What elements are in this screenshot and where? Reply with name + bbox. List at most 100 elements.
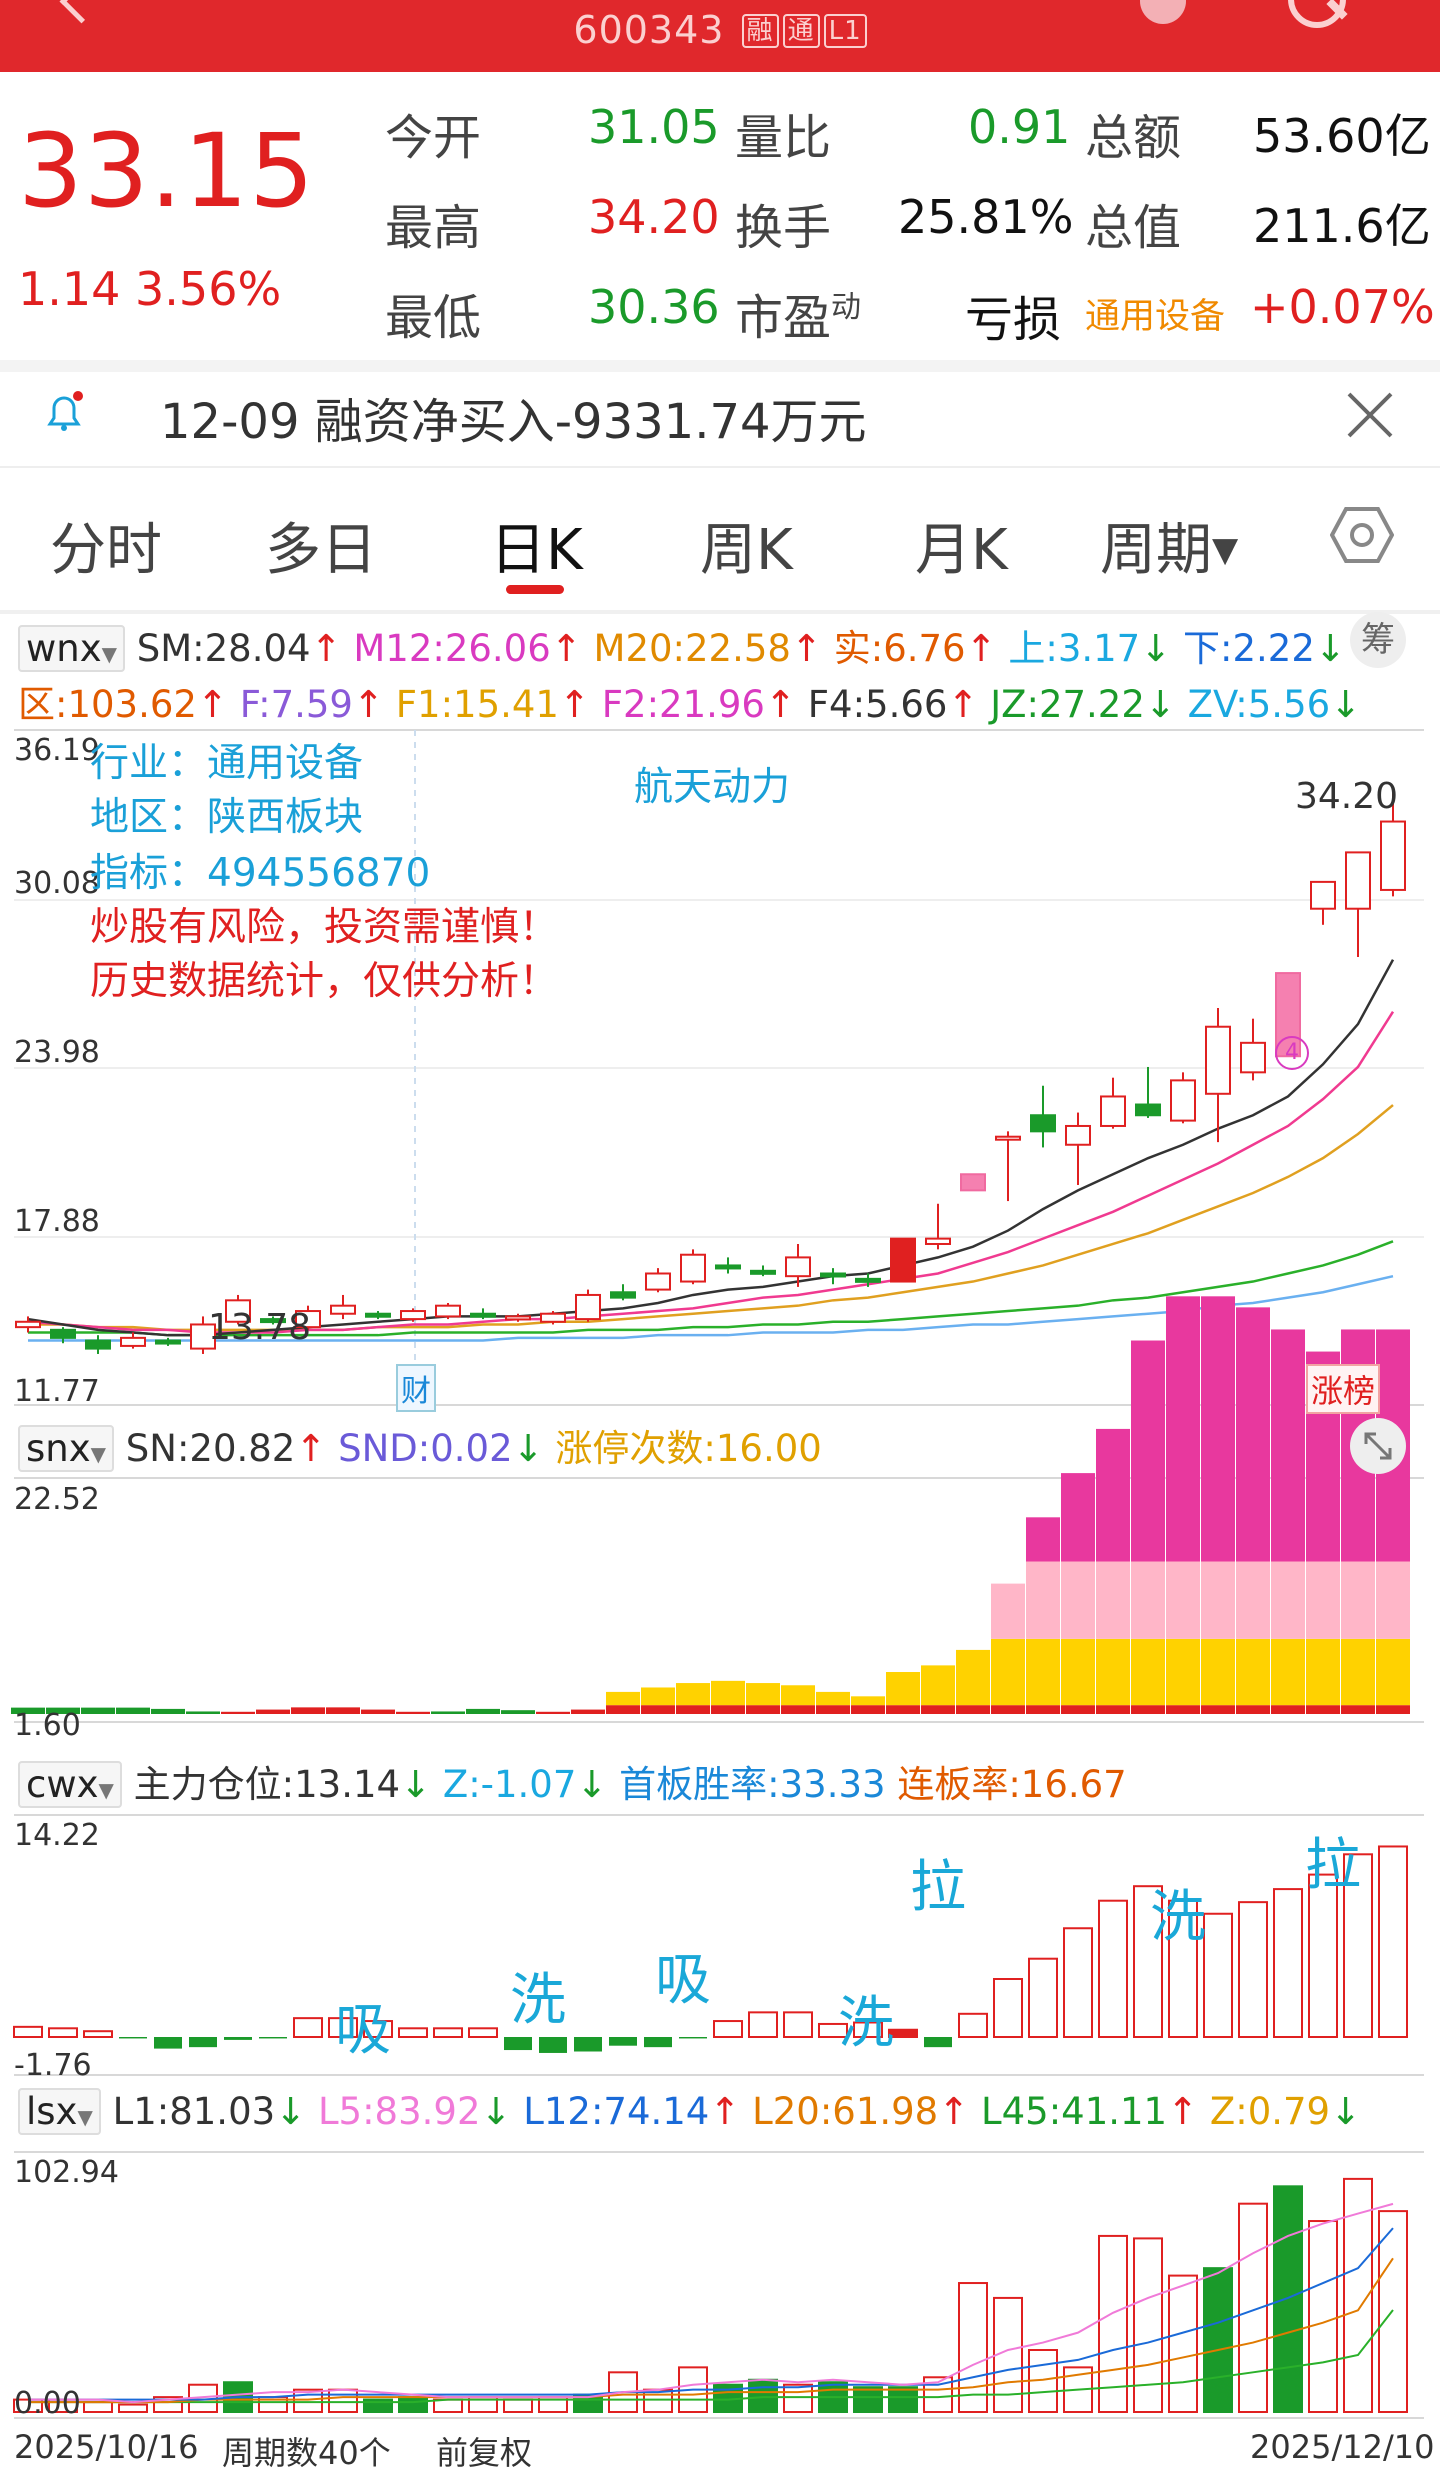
snx-bar-segment [1201,1705,1235,1714]
snx-bar-segment [1271,1329,1305,1562]
low-price-label: 13.78 [208,1307,312,1348]
cwx-bar [1028,1957,1058,2038]
up-arrow-icon: ↑ [947,683,979,726]
snx-bar [466,1708,500,1714]
snx-bar-segment [1096,1561,1130,1639]
lsx-bar [888,2386,918,2413]
lsx-indicator-selector[interactable]: lsx▼ [18,2088,101,2135]
candle-body [610,1291,636,1299]
margin-notice[interactable]: 12-09 融资净买入-9331.74万元 [160,394,867,450]
high-price-label: 34.20 [1295,776,1399,817]
snx-bar-segment [571,1709,605,1714]
event-marker-circle[interactable]: 4 [1275,1036,1309,1070]
level-tag: L1 [823,14,867,48]
tab-daily-k[interactable]: 日K [490,518,583,583]
snx-bar-segment [711,1680,745,1706]
caret-down-icon: ▼ [1212,530,1239,570]
tab-monthly-k[interactable]: 月K [915,518,1008,583]
candle-body [470,1312,496,1318]
snx-bar-segment [291,1707,325,1714]
down-arrow-icon: ↓ [1314,627,1346,670]
cwx-bar [363,2020,393,2039]
cwx-bar [888,2028,918,2038]
high-value: 34.20 [588,190,720,244]
snx-bar-segment [1026,1561,1060,1639]
snx-bar-segment [781,1685,815,1706]
cwx-word-xi: 吸 [335,1998,391,2063]
expand-icon[interactable] [1350,1418,1406,1474]
tab-period[interactable]: 周期▼ [1100,518,1239,583]
lsx-bar [783,2383,813,2413]
adjustment-mode[interactable]: 前复权 [436,2434,533,2472]
snx-bar-segment [816,1691,850,1706]
bell-icon [40,388,88,434]
lsx-bar [328,2388,358,2413]
up-arrow-icon: ↑ [1167,2090,1199,2133]
chip-button[interactable]: 筹 [1350,612,1406,668]
cwx-bar [154,2037,182,2049]
tab-multi-day[interactable]: 多日 [265,518,377,583]
limit-up-marker[interactable]: 涨榜 [1306,1364,1381,1414]
snx-bar-segment [1236,1561,1270,1639]
snx-bar-segment [991,1638,1025,1706]
snx-bar-segment [641,1687,675,1706]
axis-label: 14.22 [14,1818,100,1853]
cwx-bar [1203,1912,1233,2038]
turnover-amount-value: 53.60亿 [1253,109,1431,163]
tab-weekly-k[interactable]: 周K [700,518,793,583]
up-arrow-icon: ↑ [196,683,228,726]
indicator-label: 指标：494556870 [90,851,431,896]
cwx-bar [1273,1888,1303,2038]
snx-bar-segment [1341,1561,1375,1639]
f4-value: F4:5.66 [807,683,948,726]
main-position-value: 主力仓位:13.14 [133,1763,401,1806]
snx-indicator-header: snx▼ SN:20.82↑ SND:0.02↓ 涨停次数:16.00 [18,1418,822,1472]
snx-bar-segment [1306,1705,1340,1714]
settings-icon[interactable] [1330,503,1394,567]
stock-name: 航天动力 [634,765,791,810]
candle-body [890,1237,916,1283]
down-arrow-icon: ↓ [1144,683,1176,726]
lsx-bar [1098,2234,1128,2413]
candle-body [855,1277,881,1283]
connect-tag: 通 [782,14,820,48]
cwx-indicator-selector[interactable]: cwx▼ [18,1761,122,1808]
tab-intraday[interactable]: 分时 [50,518,162,583]
axis-label: 30.08 [14,866,100,901]
lsx-bar [1168,2274,1198,2414]
qu-value: 区:103.62 [18,683,197,726]
financial-report-marker[interactable]: 财 [396,1364,436,1412]
f2-value: F2:21.96 [601,683,765,726]
snx-indicator-selector[interactable]: snx▼ [18,1425,115,1472]
snx-bar-segment [1061,1705,1095,1714]
snx-bar-segment [256,1709,290,1714]
snx-bar-segment [1376,1705,1410,1714]
cwx-bar [1063,1927,1093,2038]
lsx-bar [748,2378,778,2414]
snx-bar-segment [641,1705,675,1714]
snx-bar-segment [1061,1638,1095,1706]
main-indicator-selector[interactable]: wnx▼ [18,625,125,672]
cwx-bar [818,2022,848,2038]
sector-name[interactable]: 通用设备 [1085,297,1226,337]
section-divider [0,360,1440,372]
snx-bar-segment [1096,1428,1130,1562]
lsx-bar [1308,2220,1338,2414]
close-icon[interactable] [1345,390,1395,440]
snx-bar [431,1711,465,1714]
axis-label: 36.19 [14,733,100,768]
up-arrow-icon: ↑ [764,683,796,726]
caret-down-icon: ▼ [98,1778,114,1802]
up-arrow-icon: ↑ [352,683,384,726]
axis-label: 11.77 [14,1374,100,1409]
snx-bar-segment [816,1705,850,1714]
candle-body [575,1293,601,1321]
up-arrow-icon: ↑ [938,2090,970,2133]
snx-bar-segment [1026,1517,1060,1562]
candle-body [400,1310,426,1321]
current-price: 33.15 [18,112,316,231]
snx-bar-segment [1201,1296,1235,1562]
down-arrow-icon: ↓ [1140,627,1172,670]
snd-value: SND:0.02 [338,1427,513,1470]
